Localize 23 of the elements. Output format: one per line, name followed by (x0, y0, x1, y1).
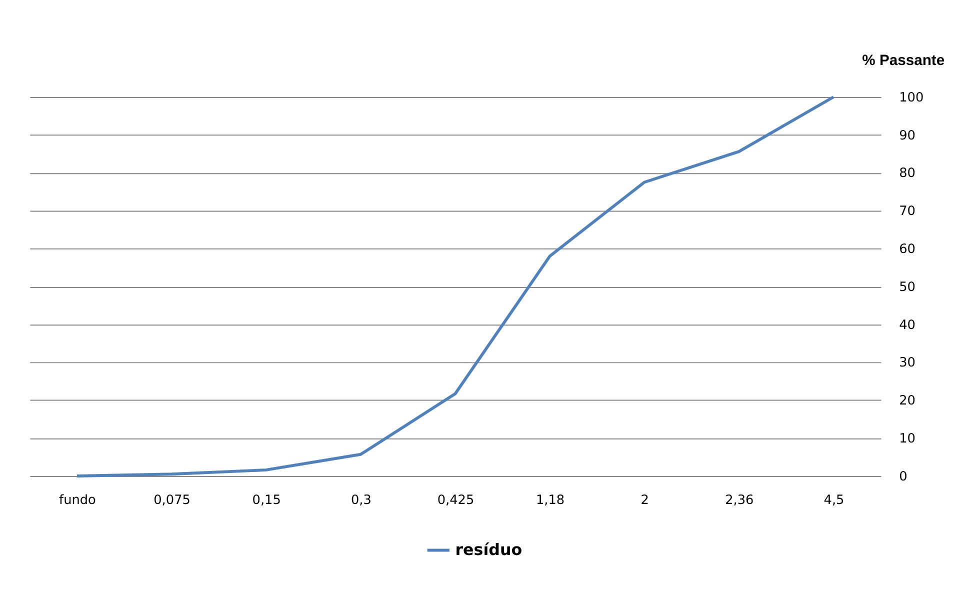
x-tick-label: 2,36 (725, 493, 754, 508)
x-tick-label: 0,15 (252, 493, 281, 508)
line-series (75, 95, 835, 478)
y-tick-label: 0 (899, 469, 908, 484)
x-tick-label: 0,3 (350, 493, 372, 508)
x-tick-label: 0,075 (154, 493, 190, 508)
x-tick-label: 1,18 (536, 493, 565, 508)
x-tick-label: fundo (59, 493, 96, 508)
y-tick-label: 100 (899, 90, 924, 106)
y-tick-label: 10 (899, 432, 916, 447)
x-tick-label: 4,5 (824, 493, 844, 508)
y-tick-label: 20 (899, 394, 916, 409)
y-tick-label: 30 (899, 356, 916, 371)
y-tick-label: 40 (899, 318, 916, 333)
y-tick-label: 50 (899, 280, 916, 295)
y-axis-title: % Passante (862, 52, 945, 69)
y-tick-label: 80 (899, 166, 916, 182)
y-tick-label: 70 (899, 204, 916, 220)
x-tick-label: 2 (640, 493, 649, 508)
x-tick-label: 0,425 (437, 493, 474, 508)
y-tick-label: 90 (899, 128, 916, 144)
legend-label: resíduo (455, 540, 522, 560)
y-tick-label: 60 (899, 242, 916, 258)
